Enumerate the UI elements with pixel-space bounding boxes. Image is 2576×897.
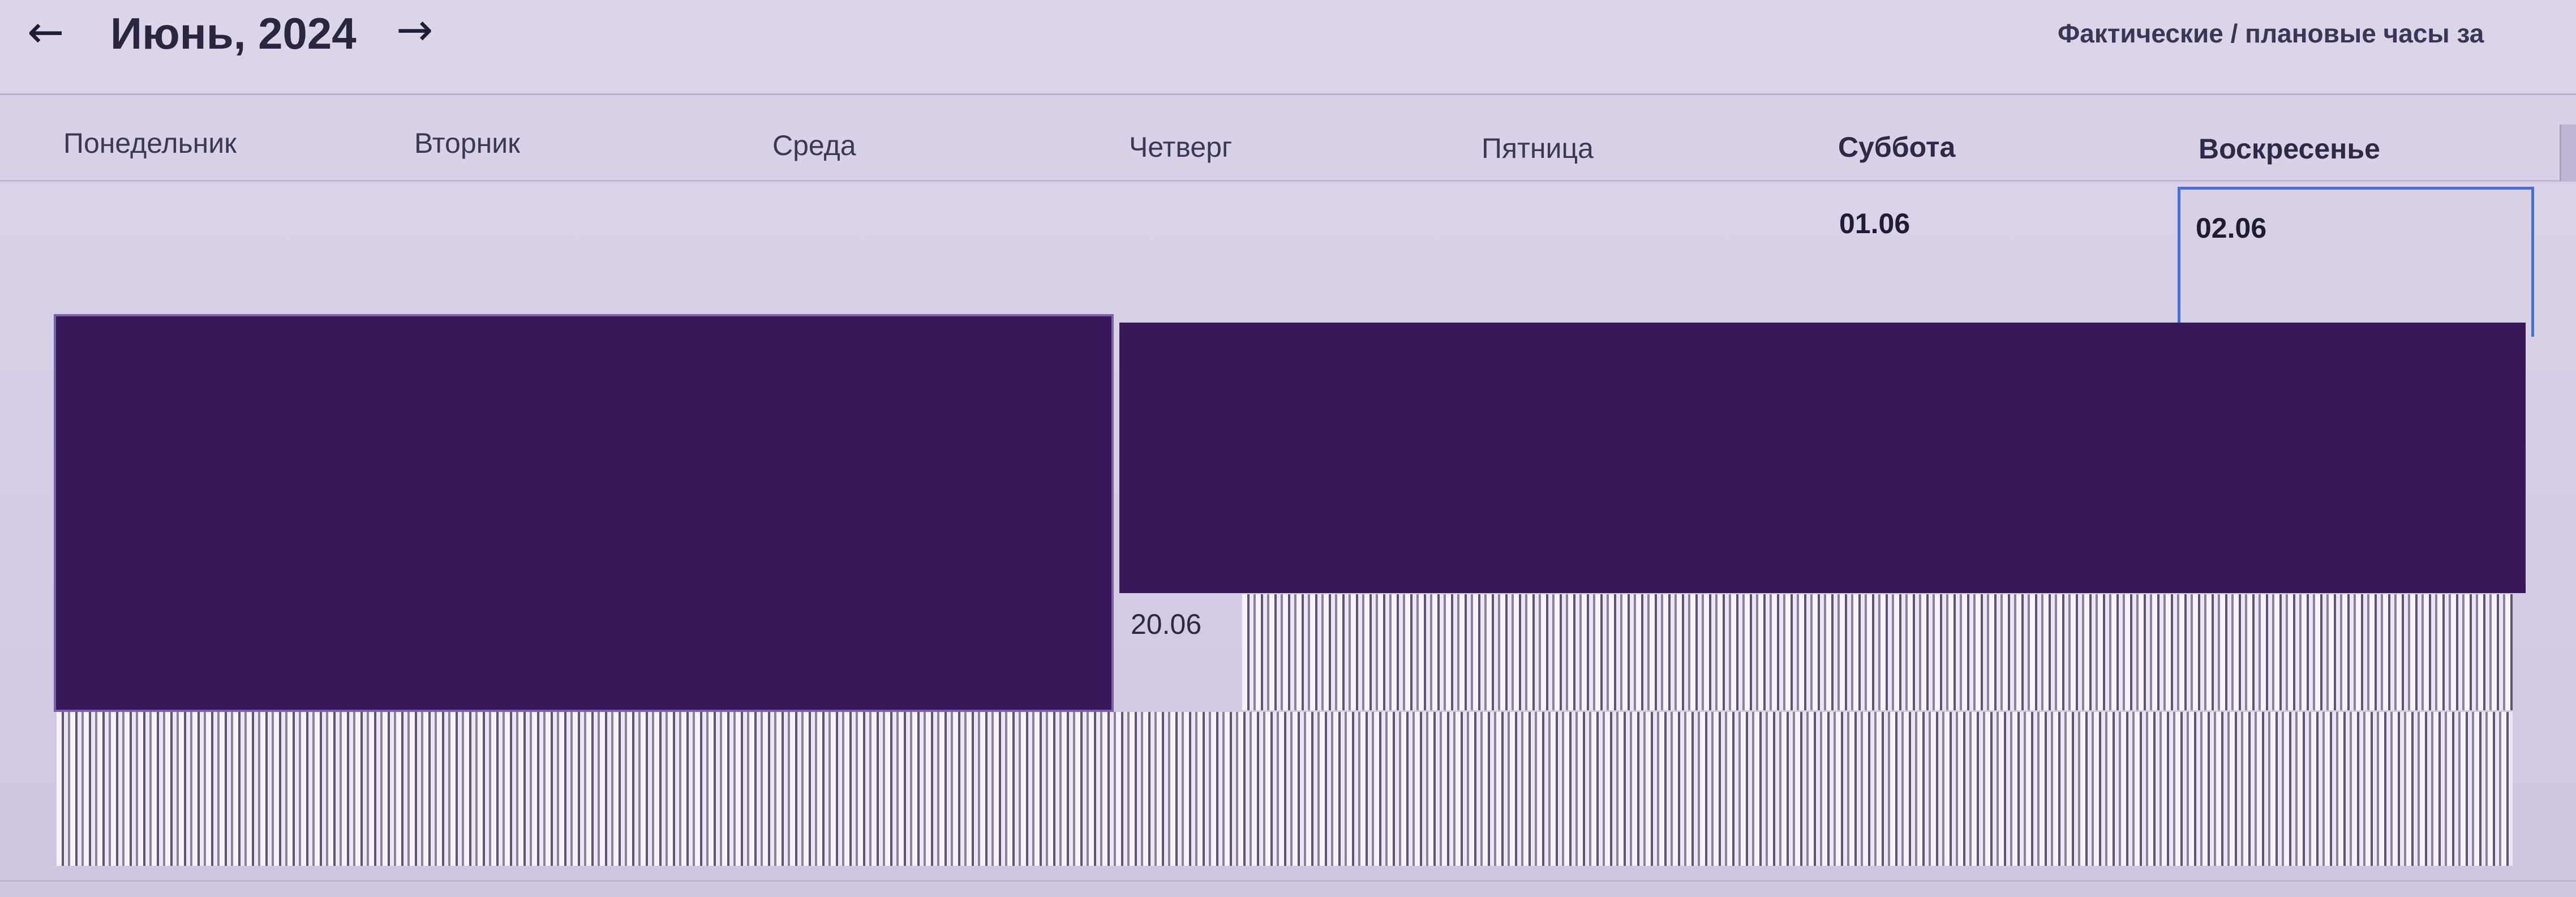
obscured-region: [57, 712, 2513, 866]
redacted-block: [1119, 323, 2526, 593]
weekday-tuesday: Вторник: [414, 127, 521, 159]
obscured-region: [1242, 594, 2513, 710]
selected-day-cell[interactable]: [2178, 187, 2534, 337]
scroll-handle[interactable]: [2560, 125, 2576, 181]
day-cell-date[interactable]: 02.06: [2196, 212, 2267, 244]
day-cell-date[interactable]: 20.06: [1131, 608, 1202, 640]
weekday-thursday: Четверг: [1129, 131, 1233, 163]
arrow-left-icon: ←: [27, 7, 65, 58]
weekday-friday: Пятница: [1482, 132, 1594, 164]
prev-month-button[interactable]: ←: [27, 10, 64, 54]
weekday-wednesday: Среда: [772, 130, 856, 161]
weekday-monday: Понедельник: [63, 127, 237, 159]
hours-summary-label[interactable]: Фактические / плановые часы за: [2058, 19, 2484, 48]
arrow-right-icon: →: [396, 5, 433, 55]
month-title: Июнь, 2024: [110, 8, 357, 58]
divider: [0, 880, 2576, 882]
weekday-header: [0, 93, 2576, 182]
day-cell-date[interactable]: 01.06: [1839, 208, 1910, 239]
redacted-block: [54, 314, 1114, 712]
weekday-sunday: Воскресенье: [2199, 133, 2380, 165]
weekday-saturday: Суббота: [1838, 131, 1956, 163]
next-month-button[interactable]: →: [396, 8, 433, 52]
